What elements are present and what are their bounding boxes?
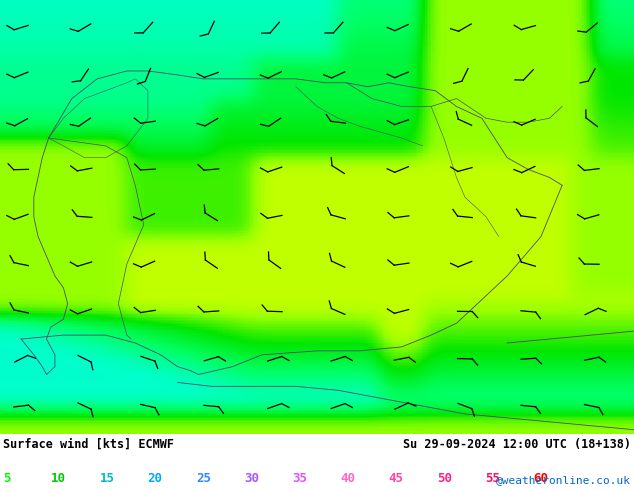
- Text: 25: 25: [196, 472, 211, 486]
- Text: Surface wind [kts] ECMWF: Surface wind [kts] ECMWF: [3, 438, 174, 451]
- Text: 15: 15: [100, 472, 115, 486]
- Text: Su 29-09-2024 12:00 UTC (18+138): Su 29-09-2024 12:00 UTC (18+138): [403, 438, 631, 451]
- Text: 45: 45: [389, 472, 404, 486]
- Text: 55: 55: [485, 472, 500, 486]
- Text: @weatheronline.co.uk: @weatheronline.co.uk: [496, 475, 631, 486]
- Text: 30: 30: [244, 472, 259, 486]
- Text: 5: 5: [3, 472, 11, 486]
- Text: 20: 20: [148, 472, 163, 486]
- Text: 50: 50: [437, 472, 452, 486]
- Text: 35: 35: [292, 472, 307, 486]
- Text: 40: 40: [340, 472, 356, 486]
- Text: 60: 60: [533, 472, 548, 486]
- Text: 10: 10: [51, 472, 67, 486]
